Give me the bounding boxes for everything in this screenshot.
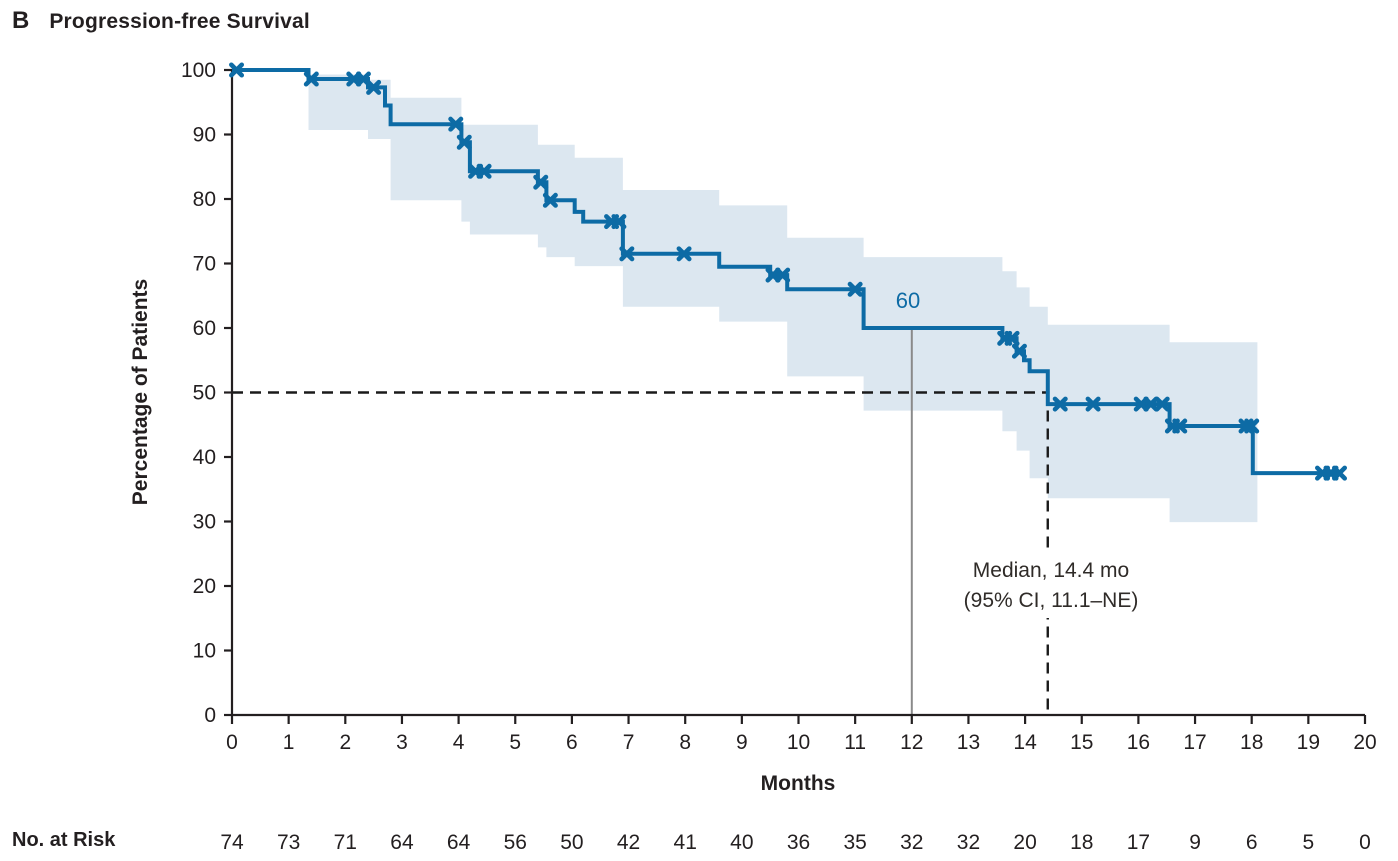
x-tick-label: 8 — [679, 731, 691, 754]
censor-mark — [1244, 418, 1260, 434]
censor-mark — [303, 71, 319, 87]
risk-count: 9 — [1189, 831, 1201, 854]
y-axis-label: Percentage of Patients — [129, 278, 152, 506]
risk-count: 32 — [900, 831, 923, 854]
risk-table-label: No. at Risk — [12, 829, 116, 851]
curve-value-annotation: 60 — [895, 288, 921, 313]
x-tick-label: 3 — [396, 731, 408, 754]
censor-mark — [1085, 396, 1101, 412]
y-tick-label: 20 — [193, 575, 216, 598]
censor-mark — [847, 281, 863, 297]
panel-letter: B — [12, 7, 30, 34]
x-tick-label: 9 — [736, 731, 748, 754]
y-tick-label: 10 — [193, 640, 216, 663]
censor-mark — [1172, 418, 1188, 434]
censor-mark — [229, 62, 245, 78]
risk-count: 71 — [334, 831, 357, 854]
risk-count: 50 — [560, 831, 583, 854]
censor-mark — [619, 246, 635, 262]
y-tick-label: 50 — [193, 382, 216, 405]
censor-mark — [542, 192, 558, 208]
x-tick-label: 13 — [957, 731, 980, 754]
confidence-band — [308, 74, 1258, 523]
x-tick-label: 7 — [623, 731, 635, 754]
risk-count: 6 — [1246, 831, 1258, 854]
risk-count: 35 — [843, 831, 866, 854]
risk-count: 42 — [617, 831, 640, 854]
median-annotation: Median, 14.4 mo (95% CI, 11.1–NE) — [955, 554, 1147, 618]
x-tick-label: 17 — [1183, 731, 1206, 754]
risk-count: 36 — [787, 831, 810, 854]
censor-mark — [611, 214, 627, 230]
censor-mark — [676, 246, 692, 262]
censor-mark — [448, 116, 464, 132]
x-tick-label: 18 — [1240, 731, 1263, 754]
y-tick-label: 40 — [193, 446, 216, 469]
censor-mark — [533, 174, 549, 190]
x-tick-label: 10 — [787, 731, 810, 754]
x-tick-label: 0 — [226, 731, 238, 754]
figure-header: B Progression-free Survival — [12, 7, 310, 35]
risk-count: 74 — [220, 831, 244, 854]
x-tick-label: 4 — [453, 731, 465, 754]
risk-count: 17 — [1127, 831, 1150, 854]
y-tick-label: 60 — [193, 317, 216, 340]
risk-count: 32 — [957, 831, 980, 854]
censor-mark — [1143, 396, 1159, 412]
y-tick-label: 100 — [181, 59, 216, 82]
x-tick-label: 20 — [1353, 731, 1376, 754]
risk-count: 40 — [730, 831, 753, 854]
risk-count: 0 — [1359, 831, 1371, 854]
y-tick-label: 0 — [204, 704, 216, 727]
y-tick-label: 80 — [193, 188, 216, 211]
median-annotation-line2: (95% CI, 11.1–NE) — [963, 589, 1139, 612]
risk-count: 64 — [447, 831, 471, 854]
censor-mark — [1052, 396, 1068, 412]
x-tick-label: 15 — [1070, 731, 1093, 754]
risk-count: 56 — [504, 831, 527, 854]
x-tick-label: 11 — [844, 731, 866, 754]
x-tick-label: 12 — [900, 731, 923, 754]
censor-mark — [456, 134, 472, 150]
y-tick-label: 90 — [193, 124, 216, 147]
x-axis-label: Months — [760, 772, 836, 795]
censor-mark — [775, 267, 791, 283]
censor-mark — [366, 79, 382, 95]
x-tick-label: 16 — [1127, 731, 1150, 754]
x-tick-label: 1 — [283, 731, 295, 754]
x-tick-label: 14 — [1013, 731, 1037, 754]
figure-title: Progression-free Survival — [49, 10, 310, 33]
x-tick-label: 19 — [1297, 731, 1320, 754]
censor-mark — [476, 163, 492, 179]
censor-mark — [1332, 465, 1348, 481]
median-annotation-line1: Median, 14.4 mo — [972, 559, 1130, 582]
risk-count: 18 — [1070, 831, 1093, 854]
censor-mark — [1011, 343, 1027, 359]
censor-mark — [1004, 330, 1020, 346]
y-tick-label: 70 — [193, 253, 216, 276]
censor-mark — [1154, 396, 1170, 412]
y-tick-label: 30 — [193, 511, 216, 534]
x-tick-label: 5 — [509, 731, 521, 754]
risk-count: 20 — [1013, 831, 1036, 854]
risk-count: 5 — [1303, 831, 1315, 854]
risk-count: 41 — [674, 831, 697, 854]
risk-count: 73 — [277, 831, 300, 854]
km-curve — [232, 68, 1343, 476]
risk-count: 64 — [390, 831, 414, 854]
x-tick-label: 6 — [566, 731, 578, 754]
x-tick-label: 2 — [339, 731, 351, 754]
